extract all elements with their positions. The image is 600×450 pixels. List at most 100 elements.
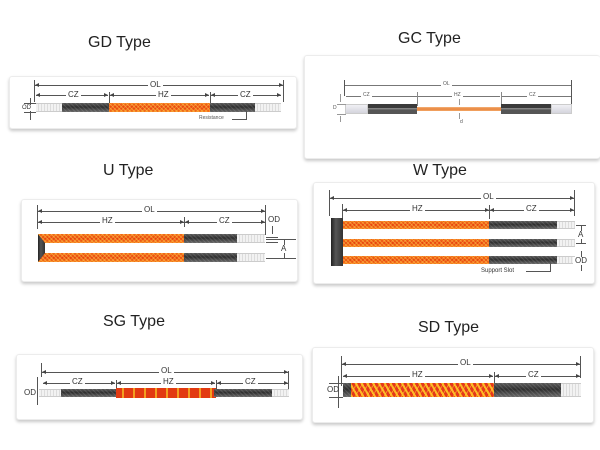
sd-hz-cz-tick [494, 372, 495, 384]
sg-cold-zone-right [214, 389, 272, 397]
sg-terminal-left [39, 389, 61, 397]
sg-hz-label: HZ [161, 377, 176, 386]
sd-type-title: SD Type [418, 319, 480, 336]
gc-cold-zone-right [501, 104, 551, 114]
w-type-title: W Type [413, 162, 467, 179]
sd-cz-label: CZ [526, 370, 541, 379]
sd-cold-zone [494, 383, 561, 397]
w-a-bottom-line [576, 243, 586, 244]
u-ol-right-tick [265, 205, 266, 235]
sd-ol-right-tick [580, 356, 581, 378]
sd-od-top-line [329, 383, 343, 384]
w-type-diagram: OL HZ CZ A OD Support Slot [313, 182, 595, 284]
sg-cz-right-label: CZ [243, 377, 258, 386]
gd-resistance-note: Resistance [197, 115, 226, 121]
w-support-slot-leader-h [526, 271, 551, 272]
sg-hz-left-tick [116, 380, 117, 390]
w-a-label: A [576, 230, 586, 239]
w-cold-zone-2 [489, 239, 557, 247]
w-cz-label: CZ [524, 204, 539, 213]
gd-hz-left-tick [109, 92, 110, 106]
u-hz-label: HZ [100, 216, 115, 225]
sd-type-diagram: OL HZ CZ OD [312, 347, 594, 423]
gd-od-top-line [24, 103, 36, 104]
sg-ol-left-tick [41, 363, 42, 377]
w-support-slot-note: Support Slot [479, 268, 517, 274]
gc-d-outer-label: D [331, 105, 339, 111]
w-terminal-3 [557, 256, 575, 264]
u-a-top-line [266, 239, 296, 240]
w-support-slot-leader-v [550, 263, 551, 271]
w-terminal-1 [557, 221, 575, 229]
u-ol-label: OL [142, 205, 157, 214]
w-cold-zone-1 [489, 221, 557, 229]
gd-resistance-leader-h [232, 119, 247, 120]
u-hz-cz-tick [184, 217, 185, 227]
w-hot-zone-1 [343, 221, 489, 229]
sd-od-tick [338, 376, 339, 408]
gd-type-title: GD Type [88, 34, 151, 51]
u-type-title: U Type [103, 162, 154, 179]
u-bridge-connector [38, 234, 45, 262]
gd-hot-zone [109, 103, 210, 112]
gc-d-outer-tick-bottom [340, 116, 341, 122]
gc-d-outer-bottom [337, 114, 346, 115]
u-terminal-bottom [237, 253, 265, 262]
sg-terminal-right [272, 389, 289, 397]
sd-ol-left-tick [341, 356, 342, 386]
sg-type-diagram: OL CZ HZ CZ OD [16, 354, 303, 420]
sg-cold-zone-left [61, 389, 116, 397]
u-a-label: A [279, 244, 289, 253]
gd-terminal-left [36, 103, 62, 112]
w-ol-dimension-line [330, 196, 574, 200]
sg-cz-left-label: CZ [70, 377, 85, 386]
sd-od-label: OD [327, 385, 339, 394]
w-bridge-connector [331, 218, 343, 266]
w-hz-cz-tick [489, 205, 490, 219]
sd-terminal [561, 383, 581, 397]
gc-ol-label: OL [441, 81, 452, 87]
u-hot-zone-bottom [38, 253, 184, 262]
u-cold-zone-top [184, 234, 237, 243]
gc-cold-zone-left [368, 104, 417, 114]
gc-cz-left-label: CZ [361, 92, 372, 98]
gd-od-label: OD [20, 105, 33, 111]
gd-type-diagram: OL CZ HZ CZ OD Resistance [9, 76, 297, 129]
sg-ol-label: OL [159, 366, 174, 375]
sg-type-title: SG Type [103, 313, 165, 330]
gc-d-inner-tick-top [459, 99, 460, 105]
gd-cold-zone-left [62, 103, 109, 112]
gd-hz-label: HZ [156, 90, 171, 99]
w-od-label: OD [573, 256, 589, 265]
gc-terminal-left [345, 104, 368, 114]
gc-d-inner-tick-bottom [459, 113, 460, 119]
sg-od-label: OD [24, 388, 36, 397]
u-od-line-top [266, 237, 278, 238]
w-hz-label: HZ [410, 204, 425, 213]
sd-od-bottom-line [329, 397, 343, 398]
gc-d-inner-label: d [458, 119, 465, 125]
gc-hz-label: HZ [452, 92, 463, 98]
gd-hz-right-tick [210, 92, 211, 106]
gc-ol-right-tick [571, 80, 572, 106]
sg-spiral-hot-zone [116, 388, 216, 398]
gc-hot-zone [417, 107, 501, 111]
u-hot-zone-top [38, 234, 184, 243]
sg-hz-right-tick [216, 380, 217, 390]
w-ol-label: OL [481, 192, 496, 201]
gc-hz-left-tick [417, 92, 418, 106]
gc-hz-right-tick [501, 92, 502, 106]
gc-d-outer-tick-top [340, 94, 341, 102]
gc-terminal-right [551, 104, 572, 114]
gc-type-title: GC Type [398, 30, 461, 47]
sd-hz-label: HZ [410, 370, 425, 379]
gc-ol-left-tick [344, 80, 345, 96]
u-cz-label: CZ [217, 216, 232, 225]
w-hot-zone-3 [343, 256, 489, 264]
sd-ol-label: OL [458, 358, 473, 367]
gc-cz-left-dimension [346, 96, 417, 97]
gd-od-bottom-line [24, 112, 36, 113]
gc-d-outer-top [337, 104, 346, 105]
sd-cold-end-left [343, 383, 351, 397]
u-cold-zone-bottom [184, 253, 237, 262]
